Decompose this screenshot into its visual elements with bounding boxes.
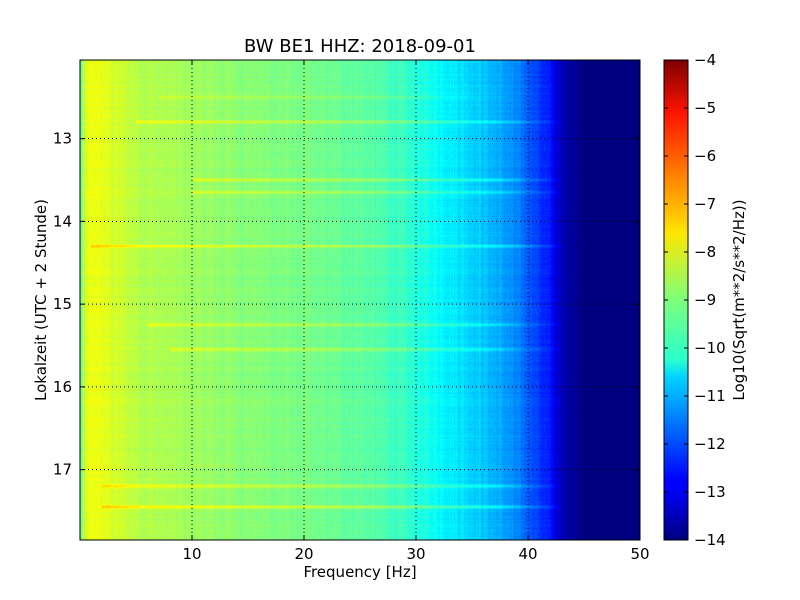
- colorbar-tick-label: −10: [694, 339, 726, 357]
- colorbar-tick-label: −7: [694, 195, 716, 213]
- colorbar-tick-label: −9: [694, 291, 716, 309]
- colorbar-tick-label: −8: [694, 243, 716, 261]
- colorbar-ticks: −4 −5 −6 −7 −8 −9 −10 −11 −12 −13 −14: [664, 51, 726, 549]
- colorbar-tick-label: −5: [694, 99, 716, 117]
- plot-frame: [79, 59, 641, 541]
- colorbar-tick-label: −12: [694, 435, 726, 453]
- colorbar-tick-label: −13: [694, 483, 726, 501]
- x-axis-label: Frequency [Hz]: [303, 563, 416, 581]
- colorbar-tick-label: −14: [694, 531, 726, 549]
- grid-lines: [80, 60, 640, 540]
- y-axis-label: Lokalzeit (UTC + 2 Stunde): [32, 199, 50, 401]
- x-tick-label: 40: [518, 545, 537, 563]
- colorbar: −4 −5 −6 −7 −8 −9 −10 −11 −12 −13 −14: [663, 51, 726, 549]
- y-tick-label: 15: [53, 295, 72, 313]
- x-tick-label: 10: [182, 545, 201, 563]
- spectrogram-image-container: [80, 60, 640, 540]
- chart-title: BW BE1 HHZ: 2018-09-01: [244, 36, 476, 57]
- colorbar-tick-label: −4: [694, 51, 716, 69]
- y-tick-label: 13: [53, 130, 72, 148]
- y-tick-label: 14: [53, 212, 72, 230]
- spectrogram-plot: 10 20 30 40 50 13 14 15 16 17: [53, 59, 650, 563]
- colorbar-tick-label: −6: [694, 147, 716, 165]
- y-tick-label: 16: [53, 378, 72, 396]
- y-tick-label: 17: [53, 461, 72, 479]
- x-tick-label: 20: [294, 545, 313, 563]
- colorbar-tick-label: −11: [694, 387, 726, 405]
- y-axis-ticks: 13 14 15 16 17: [53, 130, 640, 479]
- spectrogram-heatmap: [80, 60, 640, 540]
- x-tick-label: 50: [630, 545, 649, 563]
- colorbar-label: Log10(Sqrt(m**2/s**2/Hz)): [730, 199, 748, 400]
- x-axis-ticks: 10 20 30 40 50: [182, 60, 650, 563]
- x-tick-label: 30: [406, 545, 425, 563]
